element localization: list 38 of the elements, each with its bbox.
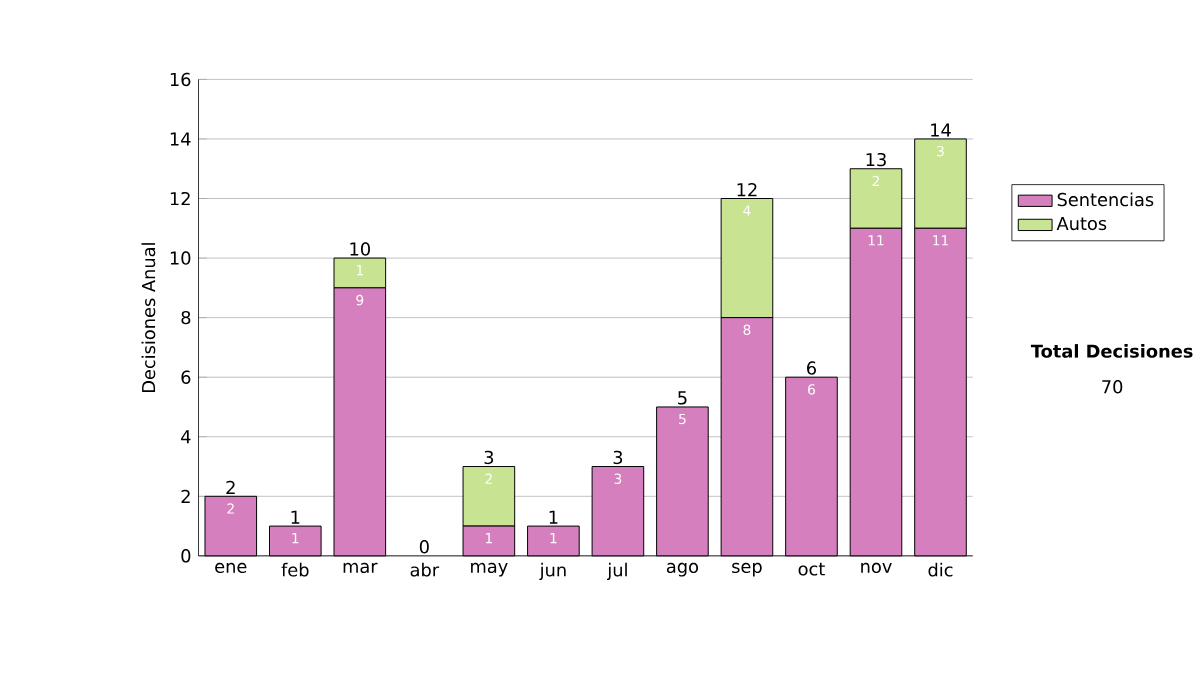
total-label: 1 [549, 510, 558, 524]
x-tick-label: may [471, 562, 508, 577]
y-tick-label: 4 [181, 429, 191, 443]
total-label: 12 [737, 182, 757, 196]
x-tick-label: nov [861, 562, 892, 573]
x-tick-label: jul [607, 562, 627, 580]
x-tick-label: dic [928, 562, 953, 577]
y-tick-label: 0 [181, 548, 191, 563]
total-label: 10 [350, 241, 370, 256]
total-label: 0 [419, 539, 429, 554]
total-label: 13 [866, 152, 886, 166]
x-tick-label: oct [798, 562, 825, 576]
total-label: 6 [807, 360, 817, 375]
total-label: 14 [931, 123, 951, 137]
x-tick-label: feb [281, 562, 309, 577]
text: Total Decisiones [1030, 343, 1193, 358]
total-label: 2 [226, 480, 235, 494]
y-tick-label: 10 [170, 250, 191, 265]
total-label: 5 [678, 390, 687, 405]
total-label: 3 [484, 450, 494, 464]
y-tick-label: 12 [170, 191, 190, 205]
legend-label: Autos [1056, 216, 1107, 230]
y-tick-label: 6 [181, 369, 191, 384]
x-tick-label: mar [343, 562, 378, 573]
x-tick-label: abr [410, 562, 440, 577]
y-tick-label: 2 [181, 489, 190, 503]
total-label: 3 [613, 450, 623, 464]
y-tick-label: 16 [170, 72, 191, 86]
x-tick-label: ago [666, 562, 699, 577]
text: 70 [1102, 379, 1123, 393]
y-tick-label: 14 [170, 132, 191, 145]
y-axis-title: Decisiones Anual [141, 242, 156, 392]
total-label: 1 [291, 510, 300, 524]
x-tick-label: jun [539, 562, 566, 580]
y-tick-label: 8 [181, 310, 191, 324]
x-tick-label: sep [732, 562, 762, 577]
legend-label: Sentencias [1057, 192, 1154, 206]
x-tick-label: ene [215, 562, 247, 573]
